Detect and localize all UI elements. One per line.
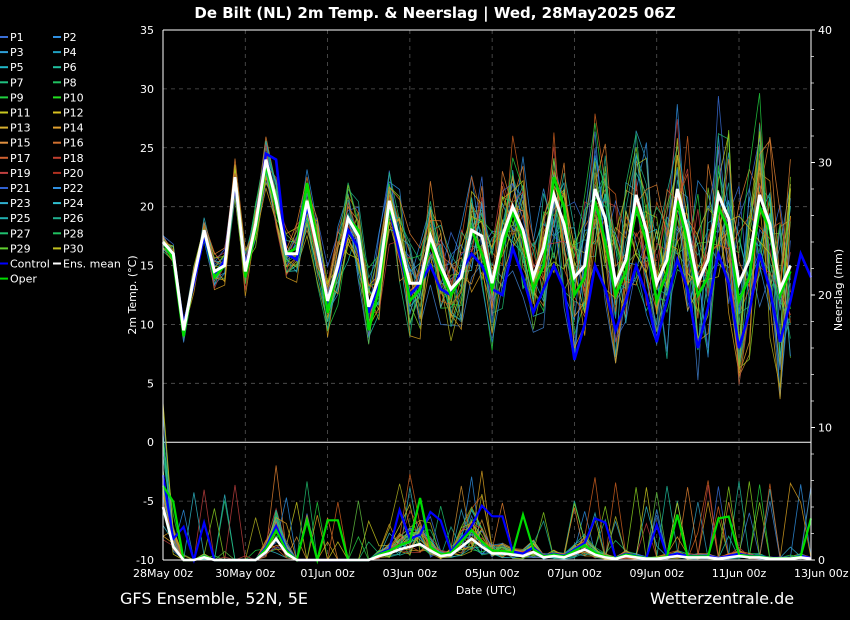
y2-axis-label: Neerslag (mm) [832,249,845,331]
x-axis-label: Date (UTC) [456,584,516,597]
y-tick-label: 0 [147,436,154,449]
y2-tick-label: 20 [818,289,832,302]
y2-tick-label: 30 [818,157,832,170]
legend-entry: P2 [63,31,77,44]
series-line-ens-mean [161,159,792,331]
legend-entry: P11 [10,107,31,120]
y-tick-label: 20 [140,201,154,214]
legend-entry: P29 [10,242,31,255]
legend-entry: Ens. mean [63,258,121,271]
legend-entry: P30 [63,242,84,255]
legend-entry: P6 [63,61,77,74]
legend-entry: Control [10,258,50,271]
member-temp-line [162,144,791,385]
legend-entry: P25 [10,212,31,225]
legend-entry: P10 [63,91,84,104]
legend-entry: P16 [63,137,84,150]
y-tick-label: 15 [140,260,154,273]
legend-entry: P15 [10,137,31,150]
legend-entry: P24 [63,197,84,210]
legend-entry: P7 [10,76,24,89]
legend-entry: P13 [10,122,31,135]
legend-entry: P17 [10,152,31,165]
legend-entry: P3 [10,46,24,59]
y-tick-label: 25 [140,142,154,155]
y2-tick-label: 40 [818,24,832,37]
legend-entry: P21 [10,182,31,195]
x-tick-label: 07Jun 00z [547,567,602,580]
mean-precip-line [161,506,812,562]
x-tick-label: 30May 00z [215,567,275,580]
x-tick-label: 03Jun 00z [383,567,438,580]
x-tick-label: 09Jun 00z [629,567,684,580]
legend-entry: P23 [10,197,31,210]
legend-entry: P12 [63,107,84,120]
y-axis-label: 2m Temp. (°C) [126,255,139,334]
y-tick-label: -10 [136,554,154,567]
member-temp-line [162,140,791,358]
legend-entry: P9 [10,91,24,104]
axes: 35 30 25 20 15 10 5 0 -5 -10 40 30 20 10 0 28May 00z 30M… [133,24,849,580]
x-tick-label: 28May 00z [133,567,193,580]
footer-model-label: GFS Ensemble, 52N, 5E [120,589,308,608]
chart-title: De Bilt (NL) 2m Temp. & Neerslag | Wed, … [194,4,675,23]
y-tick-label: 35 [140,24,154,37]
x-tick-label: 01Jun 00z [300,567,355,580]
member-precip-line [162,484,812,561]
legend-entry: P28 [63,227,84,240]
highlight-series-lines [161,151,813,565]
legend: P1 P2 P3 P4 P5 P6 P7 P8 P9 P10 P11 P12 P13 P14 P15 P16 P… [0,31,121,286]
legend-entry: P4 [63,46,77,59]
member-temp-line [162,160,791,379]
legend-entry: P14 [63,122,84,135]
series-line-control [161,151,813,361]
y-tick-label: 10 [140,318,154,331]
y-tick-label: -5 [143,495,154,508]
y-tick-label: 30 [140,83,154,96]
y2-tick-label: 10 [818,422,832,435]
legend-entry: P20 [63,167,84,180]
y-tick-label: 5 [147,377,154,390]
x-tick-label: 05Jun 00z [465,567,520,580]
y2-tick-label: 0 [818,554,825,567]
legend-entry: P19 [10,167,31,180]
x-tick-label: 11Jun 00z [712,567,767,580]
legend-entry: P1 [10,31,24,44]
legend-entry: P27 [10,227,31,240]
grid-lines [163,30,811,560]
legend-entry: Oper [10,273,37,286]
x-tick-label: 13Jun 00z [794,567,849,580]
ensemble-member-lines [162,93,812,562]
legend-entry: P18 [63,152,84,165]
legend-entry: P26 [63,212,84,225]
member-temp-line [162,135,791,358]
legend-entry: P5 [10,61,24,74]
legend-entry: P8 [63,76,77,89]
footer-site-label: Wetterzentrale.de [650,589,794,608]
legend-entry: P22 [63,182,84,195]
